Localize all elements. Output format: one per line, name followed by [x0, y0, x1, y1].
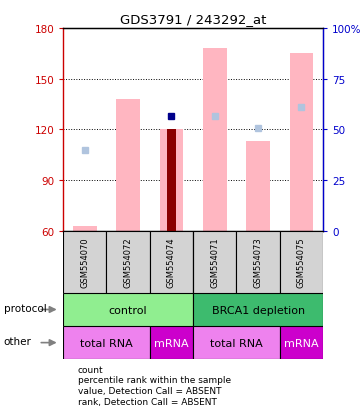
- Bar: [150, 231, 193, 293]
- Text: rank, Detection Call = ABSENT: rank, Detection Call = ABSENT: [78, 397, 217, 406]
- Text: percentile rank within the sample: percentile rank within the sample: [78, 375, 231, 385]
- Bar: [160, 130, 183, 231]
- Text: other: other: [4, 337, 31, 347]
- Bar: [167, 130, 176, 231]
- Text: total RNA: total RNA: [80, 338, 133, 348]
- Bar: [73, 226, 97, 231]
- Bar: [236, 231, 280, 293]
- Bar: [280, 231, 323, 293]
- Bar: [116, 100, 140, 231]
- Bar: [63, 326, 150, 359]
- Text: GSM554072: GSM554072: [124, 237, 132, 287]
- Text: protocol: protocol: [4, 304, 46, 313]
- Bar: [150, 326, 193, 359]
- Bar: [203, 49, 227, 231]
- Bar: [63, 231, 106, 293]
- Text: control: control: [109, 305, 147, 315]
- Bar: [246, 142, 270, 231]
- Text: GSM554071: GSM554071: [210, 237, 219, 287]
- Text: GSM554075: GSM554075: [297, 237, 306, 287]
- Text: total RNA: total RNA: [210, 338, 263, 348]
- Text: mRNA: mRNA: [154, 338, 189, 348]
- Text: GSM554074: GSM554074: [167, 237, 176, 287]
- Bar: [63, 293, 193, 326]
- Text: mRNA: mRNA: [284, 338, 319, 348]
- Text: value, Detection Call = ABSENT: value, Detection Call = ABSENT: [78, 386, 221, 395]
- Bar: [280, 326, 323, 359]
- Bar: [290, 54, 313, 231]
- Text: GSM554073: GSM554073: [254, 237, 262, 287]
- Bar: [193, 293, 323, 326]
- Text: BRCA1 depletion: BRCA1 depletion: [212, 305, 305, 315]
- Title: GDS3791 / 243292_at: GDS3791 / 243292_at: [120, 13, 266, 26]
- Bar: [193, 326, 280, 359]
- Text: GSM554070: GSM554070: [81, 237, 89, 287]
- Bar: [193, 231, 236, 293]
- Bar: [106, 231, 150, 293]
- Text: count: count: [78, 365, 103, 374]
